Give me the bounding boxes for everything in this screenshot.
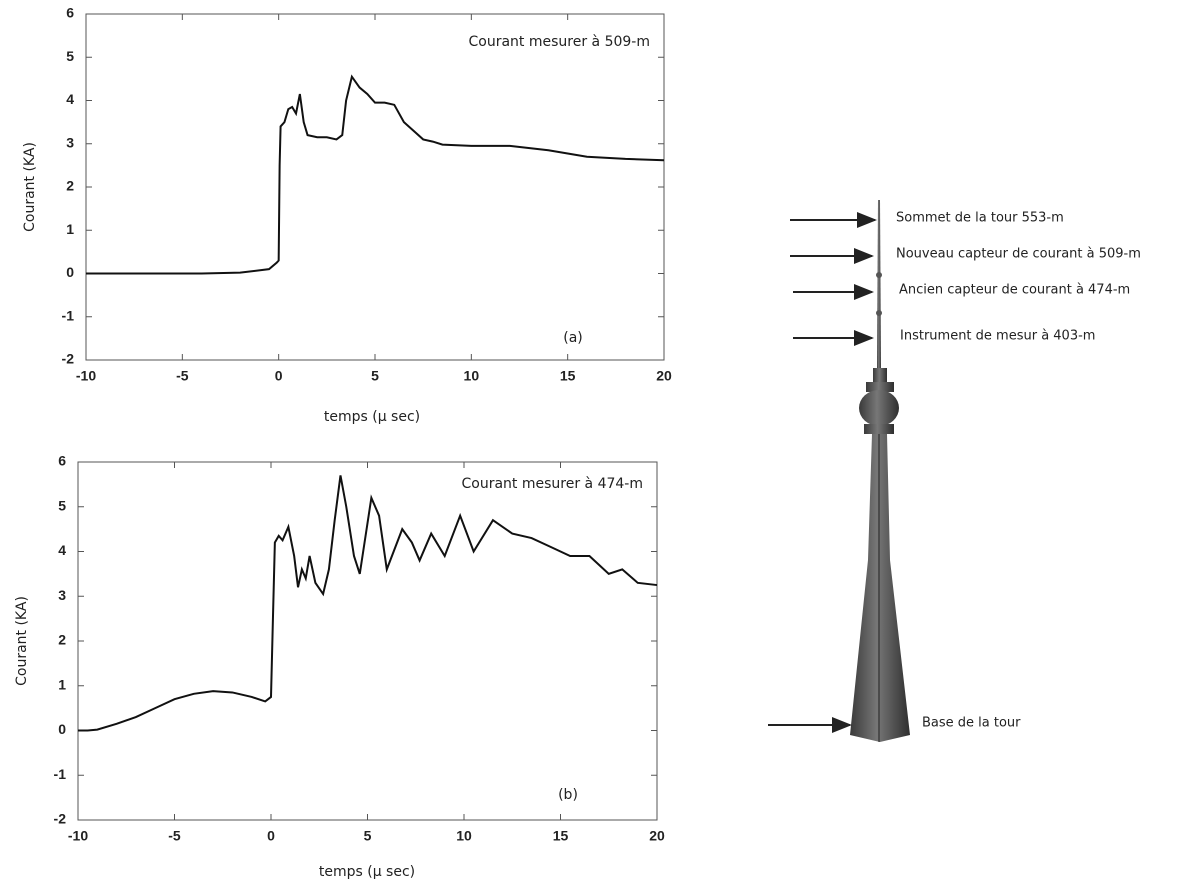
x-tick-label: -10 — [76, 368, 96, 384]
tower-label: Instrument de mesur à 403-m — [900, 329, 1095, 344]
x-tick-label: 15 — [560, 368, 576, 384]
panel-label: (b) — [558, 787, 578, 803]
y-tick-label: -2 — [62, 351, 75, 367]
x-tick-label: -5 — [168, 828, 181, 844]
plot-frame — [85, 13, 665, 361]
y-tick-label: 1 — [58, 676, 66, 692]
y-tick-label: 4 — [58, 542, 66, 558]
y-tick-label: 2 — [58, 632, 66, 648]
tower-label: Base de la tour — [922, 716, 1021, 731]
x-tick-label: 15 — [553, 828, 569, 844]
annotation: Courant mesurer à 509-m — [469, 34, 651, 50]
x-tick-label: -10 — [68, 828, 88, 844]
y-tick-label: 3 — [66, 134, 74, 150]
x-axis-label: temps (µ sec) — [319, 864, 415, 880]
x-tick-label: -5 — [176, 368, 189, 384]
x-axis-label: temps (µ sec) — [324, 409, 420, 425]
x-tick-label: 0 — [275, 368, 283, 384]
data-line — [86, 74, 665, 275]
y-tick-label: -1 — [62, 307, 75, 323]
y-tick-label: 2 — [66, 178, 74, 194]
panel-label: (a) — [563, 330, 583, 346]
tower — [850, 200, 910, 742]
y-tick-label: 5 — [66, 48, 74, 64]
annotation: Courant mesurer à 474-m — [462, 476, 644, 492]
tower-label: Ancien capteur de courant à 474-m — [899, 283, 1130, 298]
x-tick-label: 20 — [649, 828, 665, 844]
tower-label: Sommet de la tour 553-m — [896, 211, 1064, 226]
y-tick-label: 3 — [58, 587, 66, 603]
data-line — [78, 475, 658, 732]
tower-labels: Sommet de la tour 553-m Nouveau capteur d… — [768, 211, 1141, 733]
y-tick-label: 4 — [66, 91, 74, 107]
y-tick-label: -2 — [54, 811, 67, 827]
x-tick-label: 0 — [267, 828, 275, 844]
x-tick-label: 5 — [364, 828, 372, 844]
y-tick-label: 6 — [58, 453, 66, 469]
y-axis-label: Courant (KA) — [22, 142, 38, 232]
y-tick-label: 6 — [66, 5, 74, 21]
y-tick-label: 0 — [58, 721, 66, 737]
y-axis-label: Courant (KA) — [14, 596, 30, 686]
y-tick-label: 1 — [66, 221, 74, 237]
x-tick-label: 10 — [464, 368, 480, 384]
x-tick-label: 5 — [371, 368, 379, 384]
plot-frame — [77, 461, 658, 821]
tower-label: Nouveau capteur de courant à 509-m — [896, 247, 1141, 262]
x-tick-label: 10 — [456, 828, 472, 844]
x-tick-label: 20 — [656, 368, 672, 384]
y-tick-label: 5 — [58, 497, 66, 513]
y-tick-label: -1 — [54, 766, 67, 782]
y-tick-label: 0 — [66, 264, 74, 280]
